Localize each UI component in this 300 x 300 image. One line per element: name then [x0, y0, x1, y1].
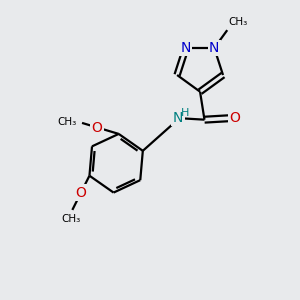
Text: O: O: [76, 186, 86, 200]
Text: N: N: [173, 111, 183, 124]
Text: O: O: [92, 122, 102, 135]
Text: N: N: [181, 41, 191, 55]
Text: CH₃: CH₃: [229, 17, 248, 27]
Text: H: H: [181, 108, 189, 118]
Text: O: O: [230, 111, 240, 125]
Text: CH₃: CH₃: [57, 117, 76, 127]
Text: CH₃: CH₃: [61, 214, 80, 224]
Text: N: N: [209, 41, 219, 55]
